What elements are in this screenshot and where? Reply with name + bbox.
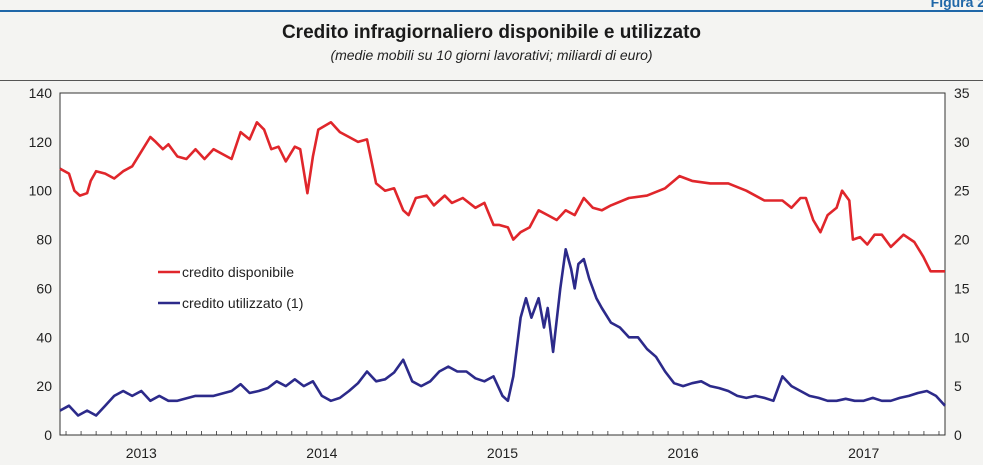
left-tick-label: 80 bbox=[36, 232, 52, 248]
x-tick-label: 2014 bbox=[306, 445, 337, 461]
x-axis-ticks: 2013 2014 2015 2016 2017 bbox=[65, 431, 940, 461]
right-tick-label: 35 bbox=[954, 85, 970, 101]
left-axis-ticks: 0 20 40 60 80 100 120 140 bbox=[29, 85, 53, 443]
left-tick-label: 120 bbox=[29, 134, 53, 150]
chart-subtitle: (medie mobili su 10 giorni lavorativi; m… bbox=[330, 47, 653, 63]
chart-title: Credito infragiornaliero disponibile e u… bbox=[281, 22, 702, 43]
right-tick-label: 5 bbox=[954, 378, 962, 394]
x-tick-label: 2013 bbox=[126, 445, 157, 461]
figure-label: Figura 2. bbox=[930, 0, 983, 10]
x-tick-label: 2015 bbox=[487, 445, 518, 461]
series-lines bbox=[59, 121, 946, 417]
series-line-1 bbox=[59, 121, 945, 273]
x-tick-label: 2017 bbox=[848, 445, 879, 461]
right-tick-label: 10 bbox=[954, 329, 970, 345]
legend: credito disponibile credito utilizzato (1… bbox=[158, 264, 303, 311]
x-tick-label: 2016 bbox=[668, 445, 699, 461]
left-tick-label: 100 bbox=[29, 183, 53, 199]
top-rule bbox=[0, 10, 983, 12]
left-tick-label: 20 bbox=[36, 378, 52, 394]
right-tick-label: 15 bbox=[954, 280, 970, 296]
plot-area bbox=[59, 92, 946, 436]
legend-label-1: credito disponibile bbox=[182, 264, 294, 280]
left-tick-label: 0 bbox=[44, 427, 52, 443]
left-tick-label: 40 bbox=[36, 329, 52, 345]
series-line-2 bbox=[59, 248, 946, 417]
right-tick-label: 25 bbox=[954, 183, 970, 199]
right-tick-label: 0 bbox=[954, 427, 962, 443]
plot-frame bbox=[59, 92, 946, 436]
right-tick-label: 20 bbox=[954, 232, 970, 248]
right-tick-label: 30 bbox=[954, 134, 970, 150]
left-tick-label: 140 bbox=[29, 85, 53, 101]
left-tick-label: 60 bbox=[36, 280, 52, 296]
right-axis-ticks: 0 5 10 15 20 25 30 35 bbox=[954, 85, 970, 443]
legend-label-2: credito utilizzato (1) bbox=[182, 295, 303, 311]
section-rule bbox=[0, 80, 983, 81]
